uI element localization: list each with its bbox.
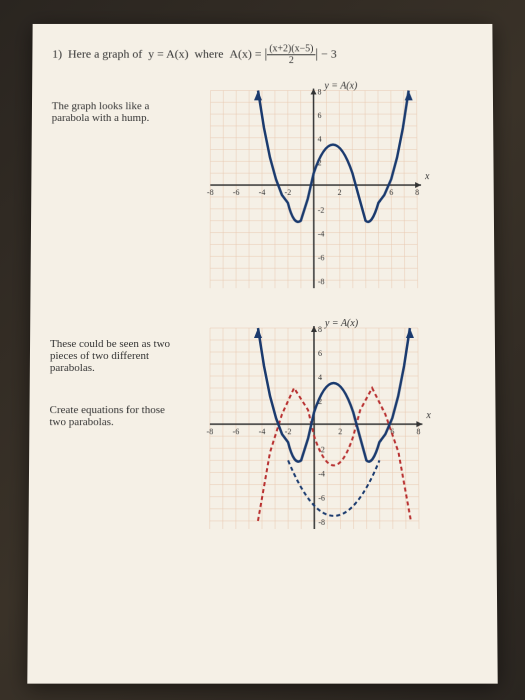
graph1: -8 -6 -4 -2 2 6 8 8 6 4 2 -2 -4 -6 -8 y …: [190, 81, 450, 298]
ytick: 8: [317, 88, 321, 97]
caption2b: Create equations for those two parabolas…: [49, 404, 179, 428]
ytick: -6: [318, 253, 325, 262]
eq-rhs-lhs: A(x) =: [229, 47, 261, 61]
xtick: -6: [233, 188, 240, 197]
ylabel: y = A(x): [323, 81, 357, 92]
row-graph2: These could be seen as two pieces of two…: [49, 318, 477, 539]
curve-w-solid: [258, 328, 411, 462]
ytick: 4: [318, 373, 322, 382]
ytick: 6: [318, 111, 322, 120]
parabola-down-dash: [258, 388, 411, 521]
xtick: 8: [416, 427, 420, 436]
fraction: (x+2)(x−5) 2: [267, 44, 315, 67]
ytick: -4: [318, 230, 325, 239]
arrow-y: [311, 89, 317, 95]
ytick: -2: [318, 206, 325, 215]
xlabel: x: [425, 410, 431, 421]
text-before: Here a graph of: [68, 47, 142, 61]
caption-graph1: The graph looks like a parabola with a h…: [50, 81, 190, 298]
problem-statement: 1) Here a graph of y = A(x) where A(x) =…: [52, 44, 473, 67]
text-where: where: [194, 47, 223, 61]
xtick: 6: [389, 188, 393, 197]
graph2-container: -8 -6 -4 -2 2 6 8 8 6 4 2 -2 -4 -6 -8 y …: [190, 318, 477, 539]
frac-den: 2: [267, 55, 315, 66]
parabola-up-dash: [288, 460, 380, 515]
xtick: -8: [207, 188, 214, 197]
curve-arrow-left: [254, 328, 262, 338]
arrow-y: [311, 326, 317, 332]
ytick: -4: [318, 469, 325, 478]
problem-number: 1): [52, 47, 62, 61]
ytick: 8: [318, 325, 322, 334]
ytick: 6: [318, 349, 322, 358]
xtick: -2: [285, 427, 292, 436]
curve-arrow-right: [406, 328, 414, 338]
ytick: -6: [318, 494, 325, 503]
ylabel: y = A(x): [324, 318, 358, 329]
xtick: 2: [338, 188, 342, 197]
caption-col-graph2: These could be seen as two pieces of two…: [49, 318, 190, 539]
curve-arrow-left: [254, 91, 262, 101]
xtick: -4: [259, 427, 266, 436]
eq-tail: − 3: [321, 47, 337, 61]
worksheet-page: 1) Here a graph of y = A(x) where A(x) =…: [27, 24, 497, 684]
xlabel: x: [424, 171, 430, 182]
curve-arrow-right: [405, 91, 413, 101]
xtick: -4: [259, 188, 266, 197]
xtick: -8: [206, 427, 213, 436]
graph1-container: -8 -6 -4 -2 2 6 8 8 6 4 2 -2 -4 -6 -8 y …: [190, 81, 474, 298]
frac-num: (x+2)(x−5): [267, 44, 315, 56]
graph2: -8 -6 -4 -2 2 6 8 8 6 4 2 -2 -4 -6 -8 y …: [190, 318, 452, 539]
ytick: -8: [318, 518, 325, 527]
xtick: 8: [415, 188, 419, 197]
eq-lhs: y = A(x): [148, 47, 188, 61]
row-graph1: The graph looks like a parabola with a h…: [50, 81, 474, 298]
xtick: 2: [338, 427, 342, 436]
ytick: 4: [318, 135, 322, 144]
curve-w: [258, 91, 409, 222]
ytick: -8: [318, 277, 325, 286]
xtick: -6: [233, 427, 240, 436]
xtick: -2: [285, 188, 292, 197]
caption2a: These could be seen as two pieces of two…: [50, 338, 180, 374]
